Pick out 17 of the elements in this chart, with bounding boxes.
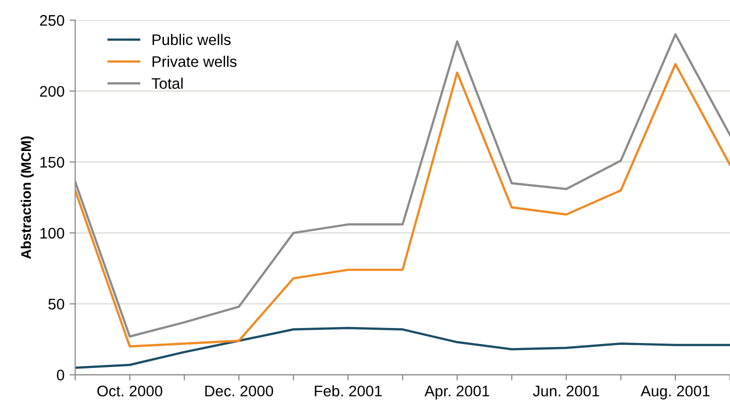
- x-tick-label: Jun. 2001: [532, 386, 600, 396]
- y-tick-label: 50: [48, 298, 64, 310]
- x-tick-label: Feb. 2001: [314, 385, 382, 396]
- legend-label: Public wells: [152, 34, 231, 46]
- x-tick-label: Dec. 2000: [205, 386, 274, 396]
- y-axis-title: Abstraction (MCM): [20, 136, 34, 259]
- y-tick-label: 250: [40, 15, 64, 26]
- legend-label: Private wells: [152, 56, 237, 68]
- x-tick-label: Apr. 2001: [424, 386, 490, 400]
- x-tick-label: Oct. 2000: [97, 386, 162, 396]
- y-tick-label: 0: [56, 370, 64, 380]
- y-tick-label: 100: [40, 228, 64, 239]
- y-tick-label: 200: [40, 86, 64, 97]
- x-tick-label: Aug. 2001: [640, 386, 710, 400]
- y-tick-label: 150: [40, 156, 64, 168]
- legend-label: Total: [152, 78, 183, 89]
- line-series: [75, 326, 730, 369]
